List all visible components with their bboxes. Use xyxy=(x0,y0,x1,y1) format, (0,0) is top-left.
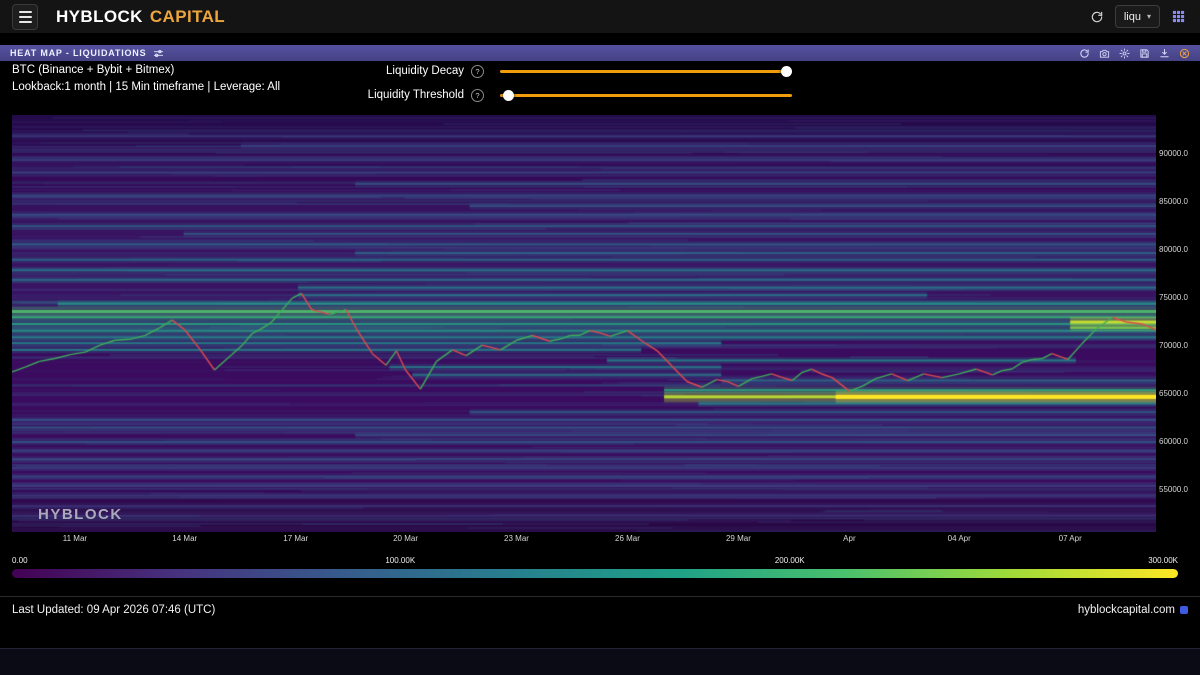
info-icon[interactable]: ? xyxy=(471,89,484,102)
colorbar-tick: 0.00 xyxy=(12,556,28,565)
slider-track xyxy=(500,94,792,98)
panel-header: HEAT MAP - LIQUIDATIONS xyxy=(0,45,1200,61)
divider xyxy=(0,596,1200,597)
x-axis-tick: Apr xyxy=(843,534,855,543)
y-axis-tick: 65000.0 xyxy=(1159,389,1188,398)
x-axis-tick: 04 Apr xyxy=(948,534,971,543)
panel-header-actions xyxy=(1079,48,1200,59)
sync-icon[interactable] xyxy=(1079,48,1090,59)
site-link[interactable]: hyblockcapital.com xyxy=(1078,604,1188,616)
y-axis-tick: 55000.0 xyxy=(1159,485,1188,494)
liquidation-heatmap-canvas[interactable] xyxy=(12,115,1156,532)
x-axis-tick: 23 Mar xyxy=(504,534,529,543)
x-axis-tick: 11 Mar xyxy=(63,534,87,543)
close-icon[interactable] xyxy=(1179,48,1190,59)
topbar: HYBLOCK CAPITAL liqu ▾ xyxy=(0,0,1200,33)
brand-secondary: CAPITAL xyxy=(150,7,225,27)
liquidity-threshold-control: Liquidity Threshold ? xyxy=(340,88,792,102)
x-axis-tick: 14 Mar xyxy=(172,534,197,543)
liquidity-decay-control: Liquidity Decay ? xyxy=(340,64,792,78)
colorbar-labels: 0.00 100.00K 200.00K 300.00K xyxy=(12,556,1178,566)
app-root: HYBLOCK CAPITAL liqu ▾ HEAT MAP - LIQUID… xyxy=(0,0,1200,675)
x-axis-tick: 07 Apr xyxy=(1059,534,1082,543)
price-axis: 90000.0 85000.0 80000.0 75000.0 70000.0 65000… xyxy=(1159,115,1199,532)
colorbar xyxy=(12,569,1178,578)
colorbar-tick: 200.00K xyxy=(775,556,805,565)
menu-button[interactable] xyxy=(12,4,38,30)
footer: Last Updated: 09 Apr 2026 07:46 (UTC) hy… xyxy=(12,604,1188,616)
chart-info-params: Lookback:1 month | 15 Min timeframe | Le… xyxy=(12,79,280,96)
y-axis-tick: 80000.0 xyxy=(1159,245,1188,254)
info-icon[interactable]: ? xyxy=(471,65,484,78)
brand-logo: HYBLOCK CAPITAL xyxy=(56,7,225,27)
bottom-bar xyxy=(0,648,1200,675)
symbol-dropdown-value: liqu xyxy=(1124,11,1141,23)
liquidity-threshold-slider[interactable] xyxy=(500,89,792,102)
x-axis-tick: 17 Mar xyxy=(283,534,308,543)
y-axis-tick: 85000.0 xyxy=(1159,197,1188,206)
x-axis-tick: 29 Mar xyxy=(726,534,751,543)
gear-icon[interactable] xyxy=(1119,48,1130,59)
apps-grid-icon[interactable] xyxy=(1171,9,1186,24)
liquidity-decay-slider[interactable] xyxy=(500,65,792,78)
slider-track xyxy=(500,70,792,74)
chart-info-symbol: BTC (Binance + Bybit + Bitmex) xyxy=(12,62,280,79)
y-axis-tick: 70000.0 xyxy=(1159,341,1188,350)
refresh-icon[interactable] xyxy=(1090,10,1104,24)
colorbar-tick: 300.00K xyxy=(1148,556,1178,565)
liquidity-decay-label: Liquidity Decay xyxy=(340,65,464,77)
site-link-label: hyblockcapital.com xyxy=(1078,604,1175,616)
colorbar-tick: 100.00K xyxy=(385,556,415,565)
panel-title: HEAT MAP - LIQUIDATIONS xyxy=(10,48,146,58)
camera-icon[interactable] xyxy=(1099,48,1110,59)
x-axis-tick: 20 Mar xyxy=(393,534,418,543)
watermark: HYBLOCK xyxy=(38,506,123,523)
save-icon[interactable] xyxy=(1139,48,1150,59)
chart-info: BTC (Binance + Bybit + Bitmex) Lookback:… xyxy=(12,62,280,95)
y-axis-tick: 75000.0 xyxy=(1159,293,1188,302)
chevron-down-icon: ▾ xyxy=(1147,12,1151,21)
date-axis: 11 Mar 14 Mar 17 Mar 20 Mar 23 Mar 26 Mar 29 M… xyxy=(12,534,1156,544)
symbol-dropdown[interactable]: liqu ▾ xyxy=(1115,5,1160,28)
slider-knob[interactable] xyxy=(503,90,514,101)
download-icon[interactable] xyxy=(1159,48,1170,59)
y-axis-tick: 90000.0 xyxy=(1159,149,1188,158)
external-link-icon xyxy=(1180,606,1188,614)
liquidity-threshold-label: Liquidity Threshold xyxy=(340,89,464,101)
brand-primary: HYBLOCK xyxy=(56,7,143,27)
filter-sliders-icon[interactable] xyxy=(153,48,164,59)
last-updated-text: Last Updated: 09 Apr 2026 07:46 (UTC) xyxy=(12,604,215,616)
x-axis-tick: 26 Mar xyxy=(615,534,640,543)
topbar-actions: liqu ▾ xyxy=(1090,5,1200,28)
y-axis-tick: 60000.0 xyxy=(1159,437,1188,446)
slider-knob[interactable] xyxy=(781,66,792,77)
